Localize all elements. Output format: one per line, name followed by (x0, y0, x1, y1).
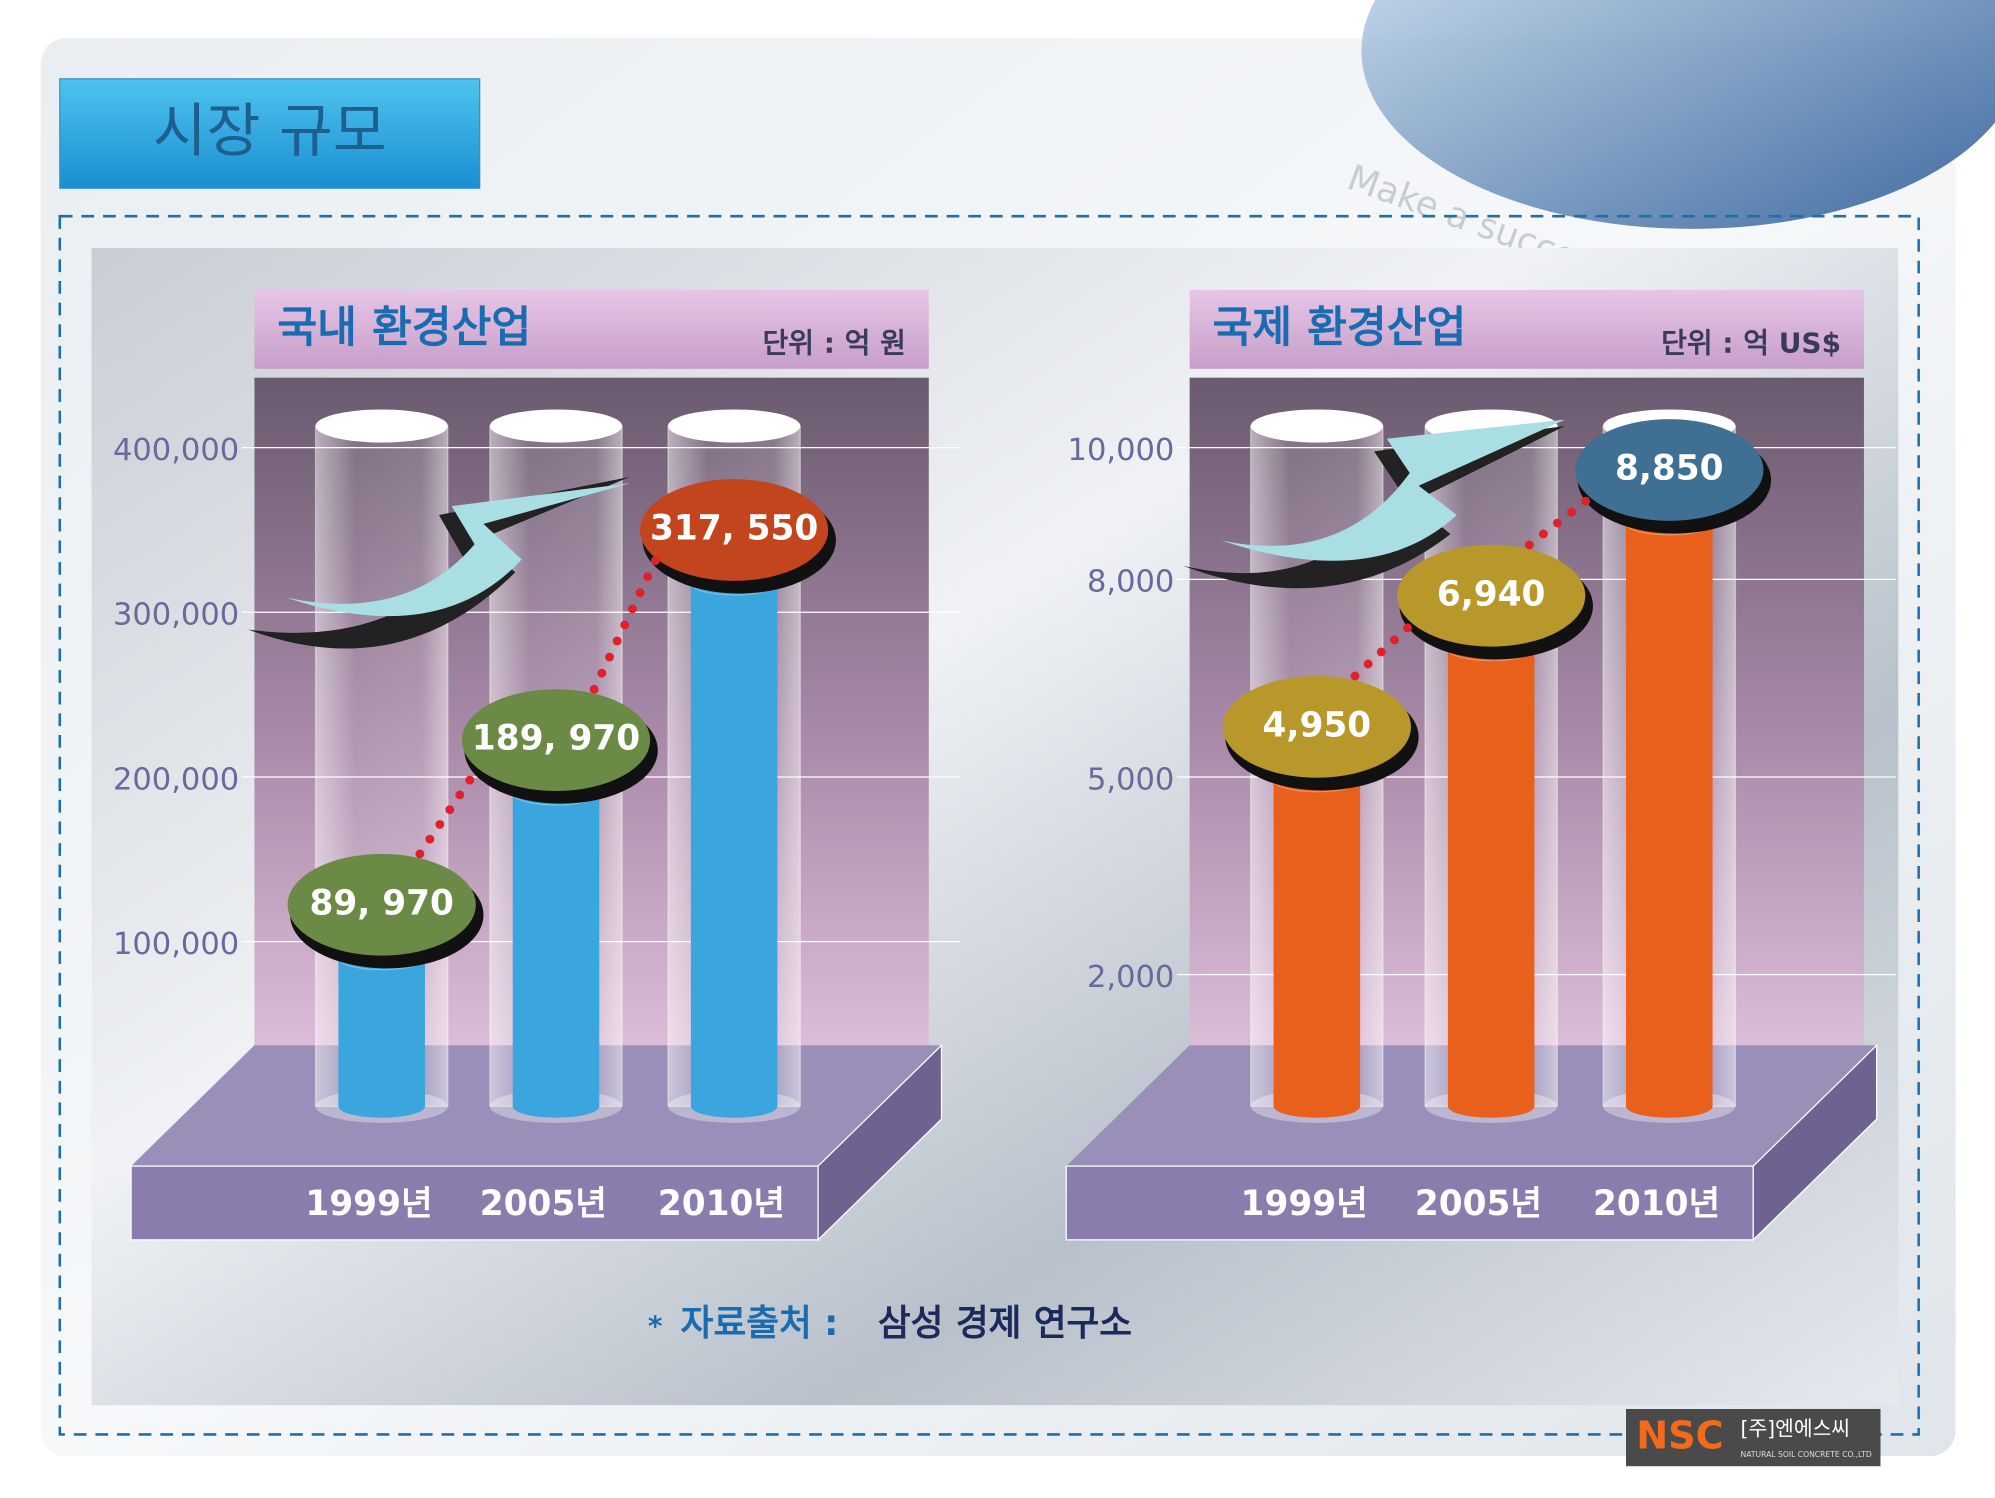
bar (338, 958, 425, 1107)
y-tick-label: 8,000 (1087, 565, 1174, 600)
connector (415, 761, 485, 859)
logo-name: [주]엔에스씨 (1741, 1416, 1850, 1440)
tube-top (315, 409, 448, 443)
x-tick-label: 1999년 (1241, 1184, 1368, 1224)
value-label: 4,950 (1263, 705, 1372, 745)
unit-label: 단위 : 억 원 (763, 327, 906, 360)
logo-subtitle: NATURAL SOIL CONCRETE CO.,LTD (1741, 1450, 1872, 1459)
bar-base (1626, 1094, 1713, 1118)
title-bar (1189, 289, 1864, 369)
value-label: 189, 970 (472, 719, 640, 759)
bar (1273, 780, 1361, 1107)
bubble (1222, 675, 1412, 778)
bar-base (338, 1094, 425, 1118)
bar-base (690, 1094, 778, 1118)
x-tick-label: 2005년 (480, 1184, 607, 1224)
bubble (1397, 544, 1586, 647)
title-bar (254, 289, 929, 369)
bar (690, 583, 778, 1107)
globe-image (1361, 0, 1995, 229)
bubble (1575, 419, 1764, 521)
chart-title: 국제 환경산업 (1213, 303, 1467, 353)
bar-base (1273, 1094, 1361, 1118)
charts: 국내 환경산업 단위 : 억 원 100,000 200,000 300,000 400,… (113, 289, 1896, 1242)
connector (589, 550, 663, 694)
dashed-frame (58, 214, 1920, 1436)
bubble (461, 689, 651, 791)
platform-front (130, 1165, 819, 1241)
y-tick-label: 2,000 (1087, 960, 1174, 995)
x-tick-label: 2010년 (1593, 1184, 1720, 1224)
swoosh (1221, 419, 1565, 561)
logo-mark: NSC (1636, 1414, 1723, 1458)
platform-side (817, 1043, 943, 1242)
x-tick-label: 2005년 (1415, 1184, 1542, 1224)
source-label: 자료출처 : (681, 1303, 839, 1344)
value-label: 317, 550 (650, 508, 818, 548)
swoosh-shadow (248, 476, 630, 649)
bar (1447, 649, 1535, 1107)
y-tick-label: 200,000 (113, 762, 239, 797)
bar-base (512, 1094, 600, 1118)
value-label: 6,940 (1437, 574, 1546, 614)
y-tick-label: 5,000 (1087, 762, 1174, 797)
source-text: 삼성 경제 연구소 (878, 1303, 1132, 1344)
platform-side (1752, 1043, 1878, 1242)
value-label: 8,850 (1615, 448, 1724, 488)
source-marker: * (648, 1310, 663, 1343)
bubble (639, 479, 829, 581)
unit-label: 단위 : 억 US$ (1661, 327, 1841, 360)
chart-title: 국내 환경산업 (277, 303, 531, 353)
tube-top (1250, 409, 1384, 443)
value-label: 89, 970 (309, 883, 453, 923)
y-tick-label: 300,000 (113, 598, 239, 633)
y-tick-label: 400,000 (113, 433, 239, 468)
tube-top (489, 409, 623, 443)
bar (1626, 523, 1713, 1107)
connector (1350, 616, 1420, 681)
x-tick-label: 1999년 (305, 1184, 432, 1224)
y-tick-label: 10,000 (1068, 433, 1175, 468)
connector (1524, 490, 1598, 550)
swoosh (286, 483, 630, 617)
y-tick-label: 100,000 (113, 927, 239, 962)
x-tick-label: 2010년 (658, 1184, 785, 1224)
bar-base (1447, 1094, 1535, 1118)
bar (512, 793, 600, 1107)
swoosh-shadow (1183, 426, 1565, 589)
logo-box (1626, 1408, 1881, 1467)
platform-front (1065, 1165, 1754, 1241)
bubble (287, 853, 476, 956)
page-title: 시장 규모 (153, 97, 387, 165)
title-box (59, 78, 481, 189)
tube-top (667, 409, 801, 443)
